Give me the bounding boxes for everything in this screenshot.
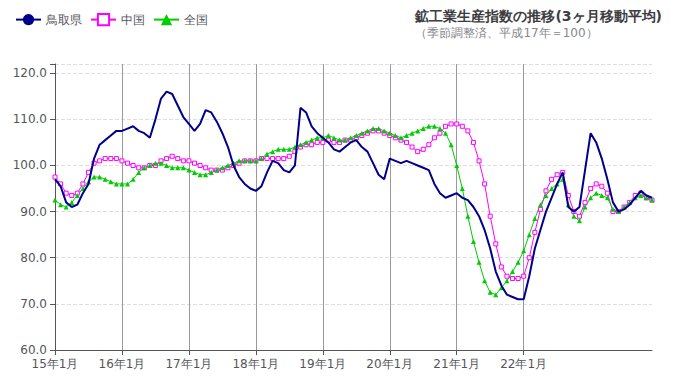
svg-text:鉱工業生産指数の推移(3ヶ月移動平均): 鉱工業生産指数の推移(3ヶ月移動平均) bbox=[414, 8, 662, 24]
svg-text:15年1月: 15年1月 bbox=[32, 357, 79, 371]
svg-text:80.0: 80.0 bbox=[20, 251, 47, 265]
svg-text:120.0: 120.0 bbox=[13, 66, 47, 80]
svg-text:90.0: 90.0 bbox=[20, 205, 47, 219]
svg-text:中国: 中国 bbox=[121, 13, 145, 27]
svg-text:20年1月: 20年1月 bbox=[366, 357, 413, 371]
svg-text:（季節調整済、平成17年＝100）: （季節調整済、平成17年＝100） bbox=[415, 26, 597, 40]
svg-text:21年1月: 21年1月 bbox=[433, 357, 480, 371]
svg-text:22年1月: 22年1月 bbox=[500, 357, 547, 371]
svg-text:16年1月: 16年1月 bbox=[99, 357, 146, 371]
svg-text:70.0: 70.0 bbox=[20, 297, 47, 311]
svg-text:19年1月: 19年1月 bbox=[299, 357, 346, 371]
svg-text:110.0: 110.0 bbox=[13, 112, 47, 126]
svg-text:17年1月: 17年1月 bbox=[165, 357, 212, 371]
svg-text:60.0: 60.0 bbox=[20, 343, 47, 357]
svg-text:鳥取県: 鳥取県 bbox=[45, 13, 82, 27]
svg-text:全国: 全国 bbox=[184, 13, 208, 27]
svg-text:18年1月: 18年1月 bbox=[232, 357, 279, 371]
svg-text:100.0: 100.0 bbox=[13, 158, 47, 172]
